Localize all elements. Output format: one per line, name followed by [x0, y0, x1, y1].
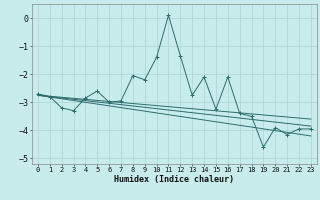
- X-axis label: Humidex (Indice chaleur): Humidex (Indice chaleur): [115, 175, 234, 184]
